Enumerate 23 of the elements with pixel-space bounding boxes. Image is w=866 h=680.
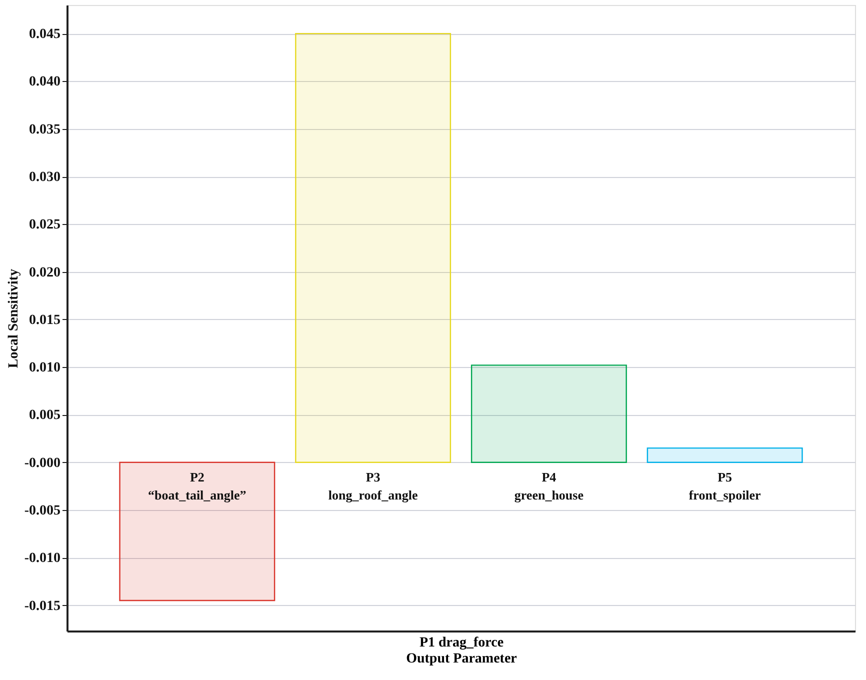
y-tick-label: 0.015 — [29, 312, 60, 328]
y-tick-label: 0.010 — [29, 360, 60, 376]
y-tick-label: 0.040 — [29, 74, 60, 90]
y-tick-label: -0.015 — [24, 598, 60, 614]
bar — [295, 32, 452, 463]
y-tick-label: 0.035 — [29, 122, 60, 138]
y-tick-label: 0.045 — [29, 27, 60, 42]
bar — [646, 447, 803, 463]
bar — [119, 462, 276, 602]
y-tick-label: 0.020 — [29, 265, 60, 280]
y-axis-title: Local Sensitivity — [6, 268, 22, 368]
x-tick-label: P2 “boat_tail_angle” — [148, 469, 246, 502]
y-tick-label: -0.010 — [24, 551, 60, 566]
bar — [470, 364, 627, 463]
y-tick-label: -0.000 — [24, 456, 60, 471]
x-tick-label: P3 long_roof_angle — [328, 469, 418, 502]
y-tick-label: -0.005 — [24, 503, 60, 518]
x-axis-title: P1 drag_force Output Parameter — [406, 636, 517, 666]
x-tick-label: P4 green_house — [514, 469, 584, 502]
y-tick-label: 0.005 — [29, 408, 60, 424]
y-tick-label: 0.030 — [29, 170, 60, 186]
y-tick-label: 0.025 — [29, 218, 60, 233]
x-tick-label: P5 front_spoiler — [688, 469, 762, 502]
